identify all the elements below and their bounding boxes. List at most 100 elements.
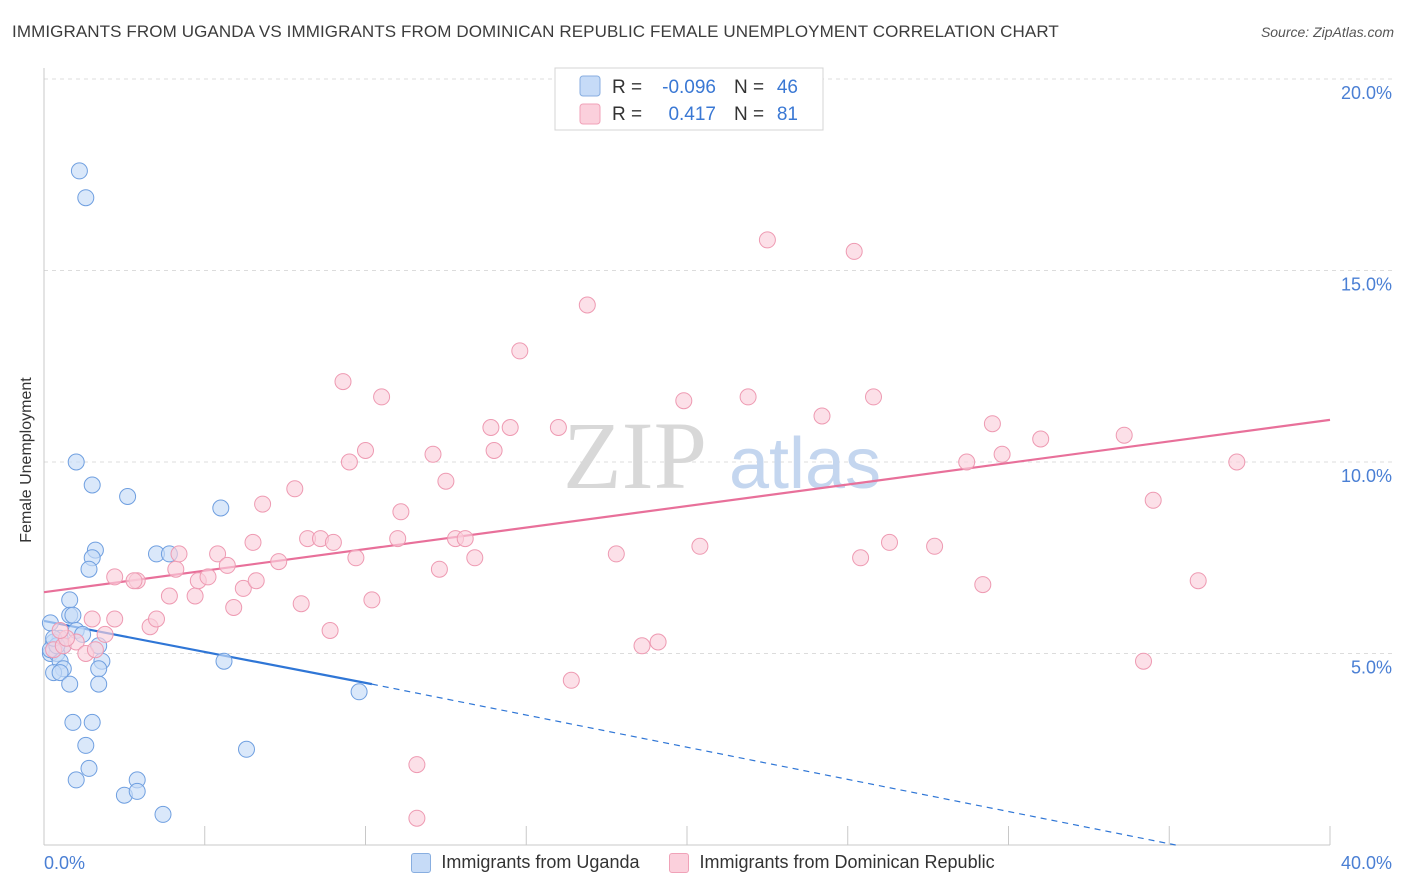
dominican-point (482, 419, 500, 436)
dominican-point (389, 530, 407, 548)
dominican-point (739, 388, 757, 406)
dominican-point (167, 560, 185, 578)
dominican-point (209, 545, 227, 563)
legend-item-dominican[interactable]: Immigrants from Dominican Republic (669, 852, 995, 873)
dominican-point (392, 503, 410, 521)
dominican-point (292, 595, 310, 613)
dominican-point (148, 610, 165, 628)
dominican-point (86, 641, 104, 659)
dominican-point (347, 549, 365, 567)
dominican-point (125, 572, 143, 590)
dominican-point (270, 553, 288, 571)
dominican-point (218, 556, 236, 574)
uganda-trend-extension (371, 683, 1176, 846)
uganda-point (67, 453, 85, 471)
uganda-point (51, 664, 69, 682)
dominican-point (334, 373, 352, 391)
dominican-point (340, 453, 358, 471)
uganda-point (212, 499, 230, 517)
dominican-point (958, 453, 976, 471)
dominican-point (607, 545, 625, 563)
legend-r-label-2: R = (612, 104, 642, 125)
dominican-point (286, 480, 304, 498)
uganda-point (83, 476, 101, 494)
dominican-point (549, 419, 567, 436)
y-tick-label: 20.0% (1341, 83, 1392, 103)
legend-n-value-2: 81 (777, 104, 798, 125)
dominican-point (485, 442, 503, 459)
dominican-point (437, 472, 455, 490)
dominican-point (881, 533, 898, 551)
dominican-point (633, 637, 651, 655)
dominican-point (578, 296, 596, 314)
legend-n-label-2: N = (734, 104, 764, 125)
dominican-point (691, 537, 709, 555)
dominican-point (170, 545, 188, 563)
uganda-point (215, 652, 233, 670)
dominican-point (1115, 426, 1133, 444)
gridlines (44, 78, 1392, 654)
dominican-point (974, 576, 992, 594)
dominican-point (96, 625, 114, 643)
dominican-point (234, 579, 252, 597)
dominican-point (83, 610, 101, 628)
x-tick-label-min: 0.0% (44, 853, 85, 873)
dominican-point (813, 407, 831, 425)
uganda-point (128, 782, 146, 800)
dominican-point (865, 388, 882, 406)
uganda-point (90, 660, 108, 678)
legend-r-value-2: 0.417 (668, 104, 716, 125)
dominican-point (225, 599, 243, 616)
legend-swatch-pink (579, 103, 601, 125)
dominican-point (254, 495, 272, 513)
dominican-point (983, 415, 1001, 433)
legend-n-value-1: 46 (777, 77, 798, 98)
dominican-point (852, 549, 870, 567)
axes (43, 68, 1331, 846)
tick-labels: 5.0% 10.0% 15.0% 20.0% 0.0% 40.0% (44, 83, 1392, 873)
uganda-point (154, 805, 172, 823)
uganda-point (80, 560, 98, 578)
legend-swatch-blue (579, 75, 601, 97)
uganda-point (350, 683, 368, 701)
x-tick-label-max: 40.0% (1341, 853, 1392, 873)
dominican-point (357, 442, 374, 459)
dominican-point (926, 537, 944, 555)
dominican-point (1189, 572, 1207, 590)
uganda-point (83, 713, 101, 731)
uganda-point (90, 675, 108, 693)
uganda-point (67, 771, 85, 789)
dominican-point (51, 622, 69, 639)
dominican-point (649, 633, 667, 651)
dominican-point (373, 388, 391, 406)
dominican-point (244, 533, 262, 551)
legend-swatch-dominican (669, 852, 690, 873)
dominican-point (106, 568, 124, 586)
uganda-point (119, 488, 137, 505)
dominican-trend-line (43, 418, 1331, 594)
legend-label-dominican: Immigrants from Dominican Republic (699, 852, 995, 872)
dominican-point (247, 572, 265, 590)
dominican-point (408, 756, 426, 774)
dominican-point (186, 587, 204, 605)
legend-item-uganda[interactable]: Immigrants from Uganda (411, 852, 639, 873)
dominican-point (511, 342, 529, 360)
source-label: Source: ZipAtlas.com (1260, 24, 1394, 40)
dominican-point (430, 560, 448, 578)
dominican-point (758, 231, 776, 249)
watermark: ZIP atlas (563, 402, 881, 509)
uganda-point (61, 591, 79, 609)
dominican-point (106, 610, 124, 628)
dominican-point (501, 419, 519, 436)
dominican-point (845, 242, 863, 260)
dominican-point (993, 445, 1011, 463)
watermark-atlas: atlas (729, 424, 881, 504)
uganda-point (64, 606, 82, 624)
uganda-point (77, 736, 95, 754)
dominican-point (321, 622, 339, 639)
correlation-legend: R = -0.096 N = 46 R = 0.417 N = 81 (554, 67, 824, 131)
y-tick-label: 10.0% (1341, 466, 1392, 486)
dominican-point (160, 587, 178, 605)
uganda-point (61, 675, 79, 693)
